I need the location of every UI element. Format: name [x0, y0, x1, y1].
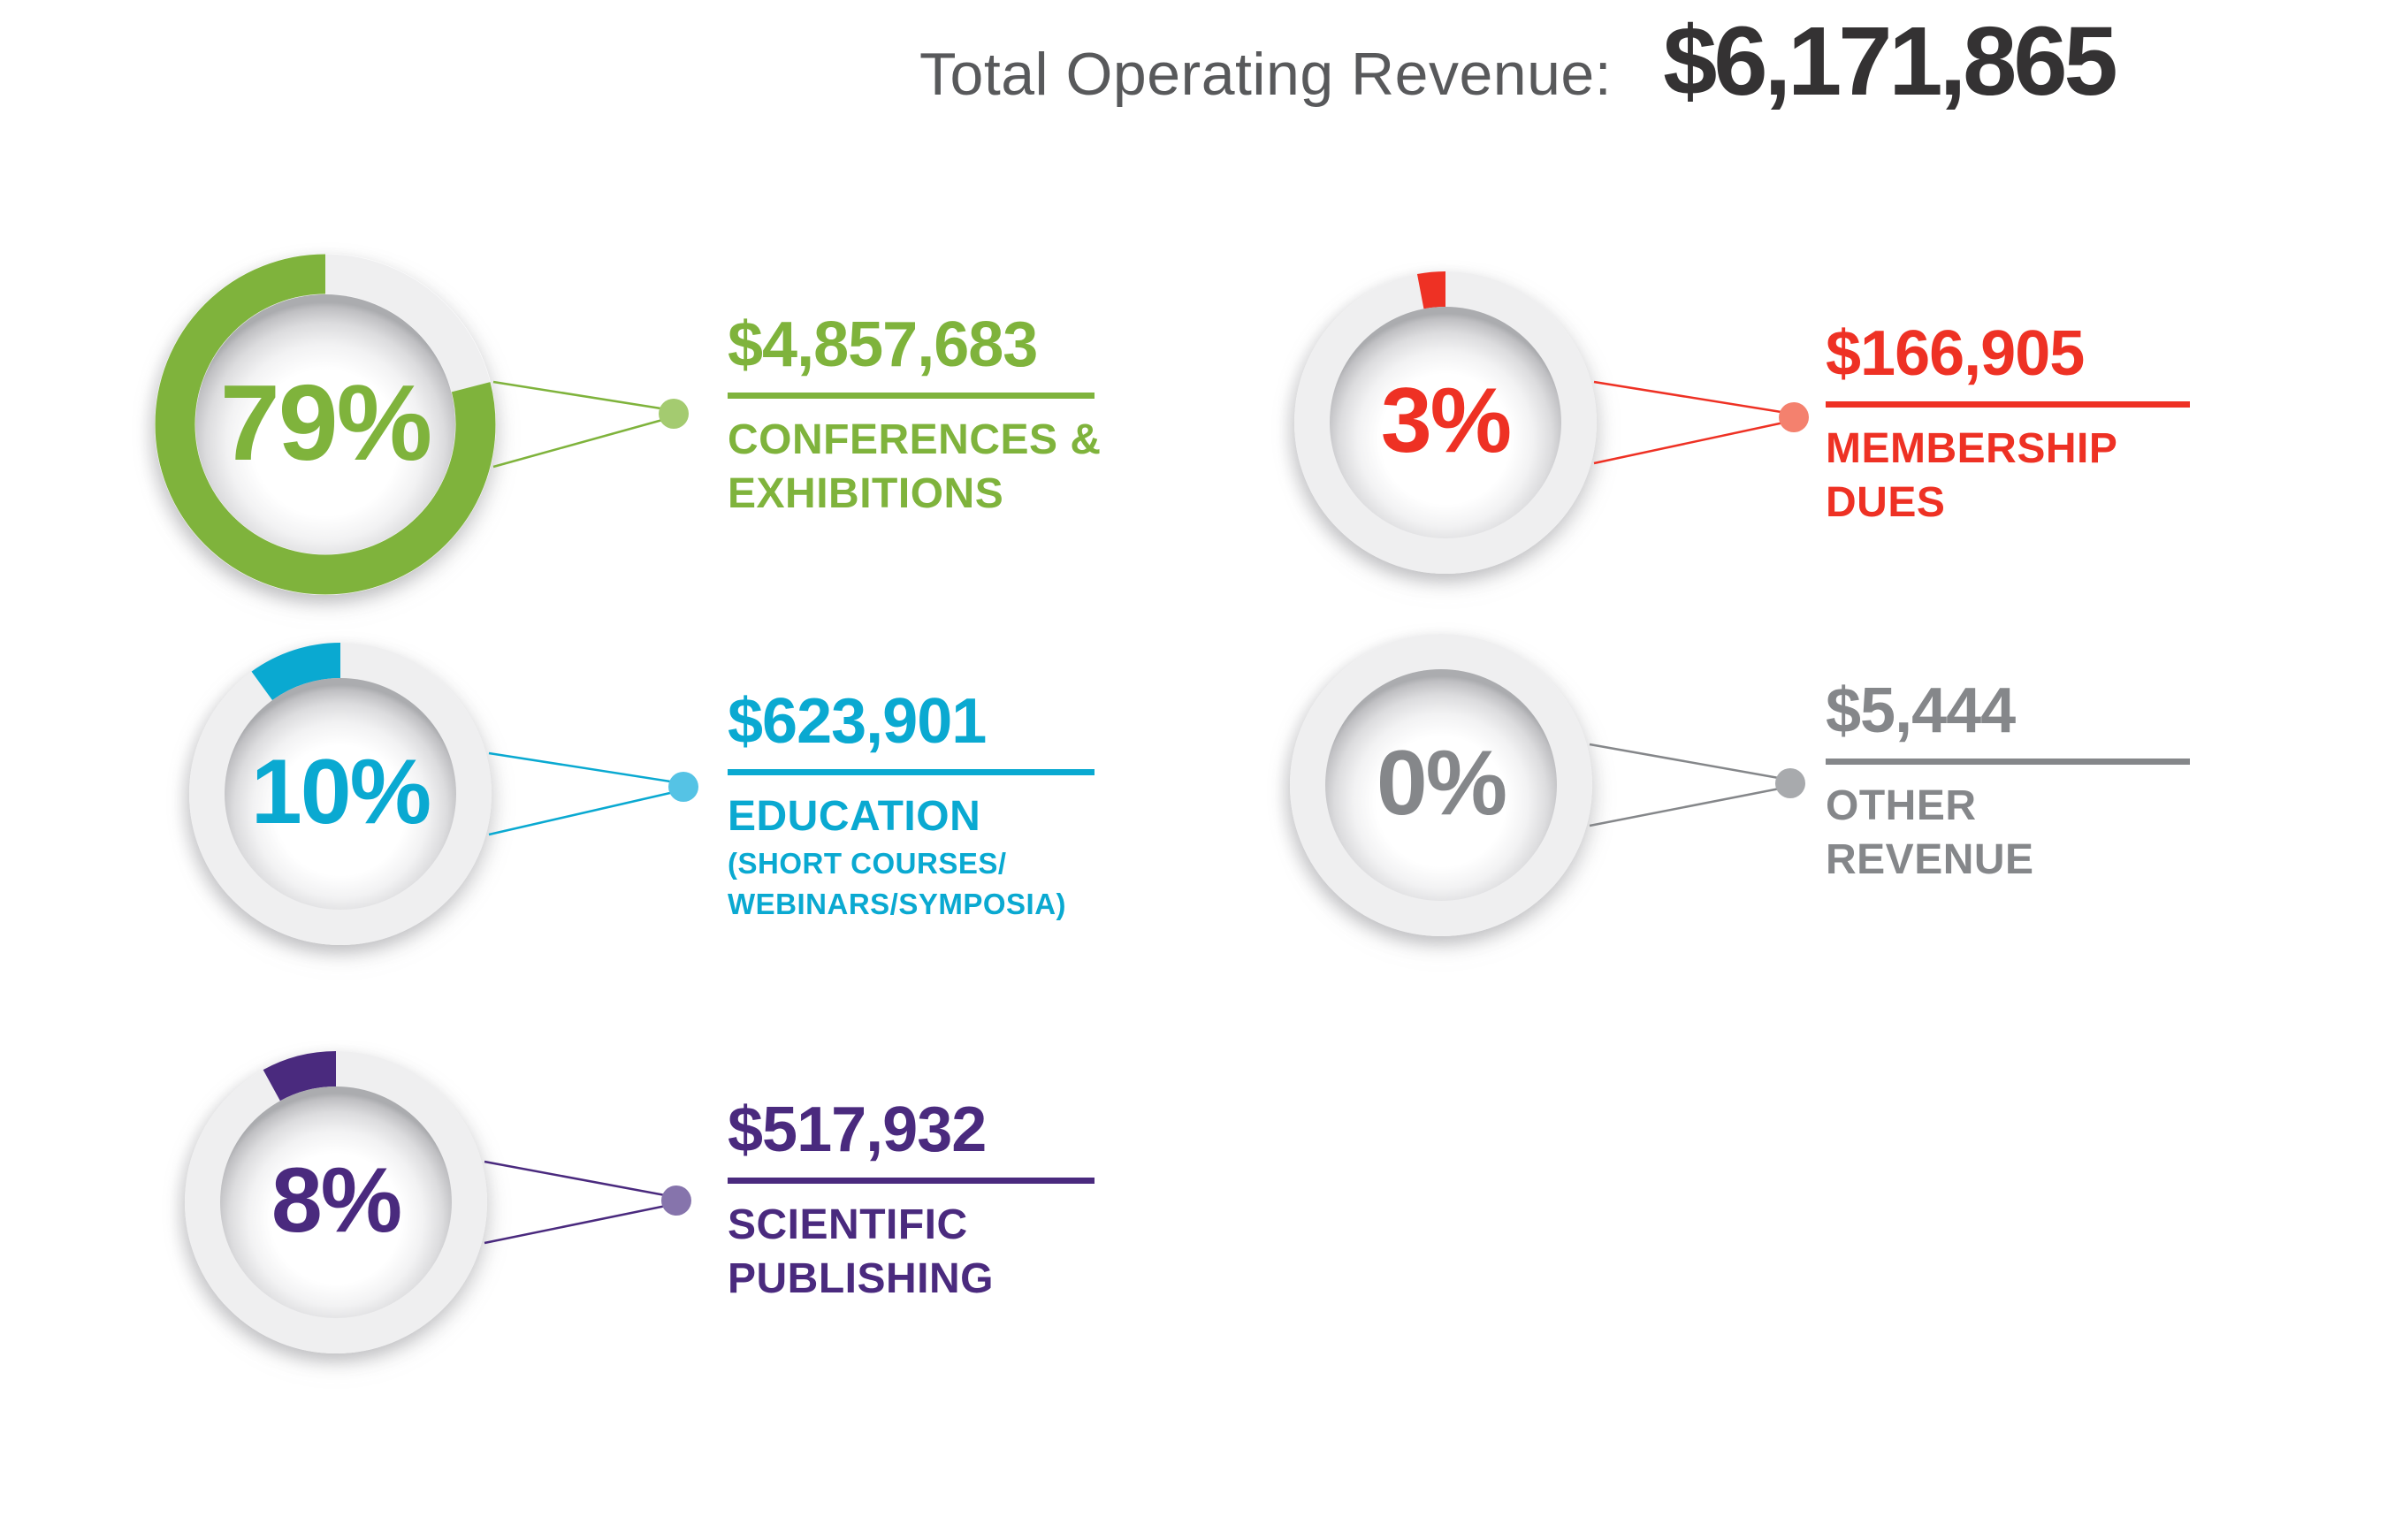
- underline-rule: [728, 392, 1095, 399]
- label-conferences: $4,857,683 CONFERENCES & EXHIBITIONS: [728, 309, 1102, 522]
- label-membership: $166,905 MEMBERSHIP DUES: [1826, 318, 2190, 530]
- category-line: REVENUE: [1826, 836, 2034, 884]
- donut-membership: 3%: [1292, 269, 1599, 576]
- value-conferences: $4,857,683: [728, 309, 1038, 380]
- percent-label-membership: 3%: [1380, 369, 1512, 472]
- value-publishing: $517,932: [728, 1094, 987, 1165]
- underline-rule: [1826, 758, 2190, 765]
- leader-membership: [1593, 380, 1809, 465]
- donut-chart-membership: [1294, 271, 1597, 574]
- label-other: $5,444 OTHER REVENUE: [1826, 675, 2190, 888]
- subcategory-line: (SHORT COURSES/: [728, 847, 1007, 881]
- category-line: EDUCATION: [728, 792, 981, 840]
- category-line: PUBLISHING: [728, 1255, 995, 1303]
- donut-arc: [155, 254, 496, 595]
- donut-arc: [185, 1051, 487, 1353]
- leader-publishing: [484, 1160, 691, 1245]
- leader-dot: [1779, 402, 1809, 432]
- donut-chart-education: [189, 643, 492, 945]
- category-line: DUES: [1826, 479, 1946, 527]
- percent-label-other: 0%: [1376, 731, 1507, 835]
- category-line: EXHIBITIONS: [728, 470, 1004, 518]
- page-title: Total Operating Revenue: $6,171,865: [919, 5, 2281, 118]
- category-line: MEMBERSHIP: [1826, 424, 2118, 472]
- label-education: $623,901 EDUCATION (SHORT COURSES/ WEBIN…: [728, 686, 1095, 926]
- donut-track: [1290, 634, 1592, 936]
- label-publishing: $517,932 SCIENTIFIC PUBLISHING: [728, 1094, 1095, 1307]
- leader-dot: [659, 399, 689, 429]
- donut-center: [1325, 669, 1557, 901]
- underline-rule: [1826, 400, 2190, 408]
- category-line: CONFERENCES &: [728, 415, 1102, 463]
- category-line: SCIENTIFIC: [728, 1201, 968, 1248]
- donut-arc: [1294, 271, 1597, 574]
- value-education: $623,901: [728, 686, 987, 757]
- total-revenue-amount: $6,171,865: [1663, 7, 2118, 116]
- total-revenue-label: Total Operating Revenue:: [919, 41, 1613, 108]
- percent-label-conferences: 79%: [219, 362, 432, 483]
- donut-education: 10%: [187, 640, 494, 948]
- leader-dot: [668, 772, 698, 802]
- percent-label-education: 10%: [250, 740, 431, 843]
- leader-education: [488, 751, 698, 836]
- donut-center: [225, 678, 456, 910]
- donut-chart-other: [1290, 634, 1592, 936]
- value-other: $5,444: [1826, 675, 2016, 746]
- donut-publishing: 8%: [182, 1048, 490, 1356]
- category-line: OTHER: [1826, 781, 1977, 829]
- donut-chart-conferences: [155, 254, 496, 595]
- leader-dot: [1775, 768, 1805, 798]
- donut-center: [220, 1086, 452, 1318]
- donut-chart-publishing: [185, 1051, 487, 1353]
- underline-rule: [728, 768, 1095, 775]
- value-membership: $166,905: [1826, 318, 2085, 389]
- donut-arc: [189, 643, 492, 945]
- subcategory-line: WEBINARS/SYMPOSIA): [728, 888, 1067, 921]
- underline-rule: [728, 1177, 1095, 1184]
- donut-other: 0%: [1287, 631, 1595, 939]
- percent-label-publishing: 8%: [271, 1148, 402, 1252]
- donut-center: [1330, 307, 1561, 538]
- donut-conferences: 79%: [152, 251, 499, 598]
- donut-center: [195, 294, 455, 554]
- leader-conferences: [492, 380, 689, 469]
- leader-dot: [661, 1185, 691, 1216]
- leader-other: [1589, 743, 1805, 827]
